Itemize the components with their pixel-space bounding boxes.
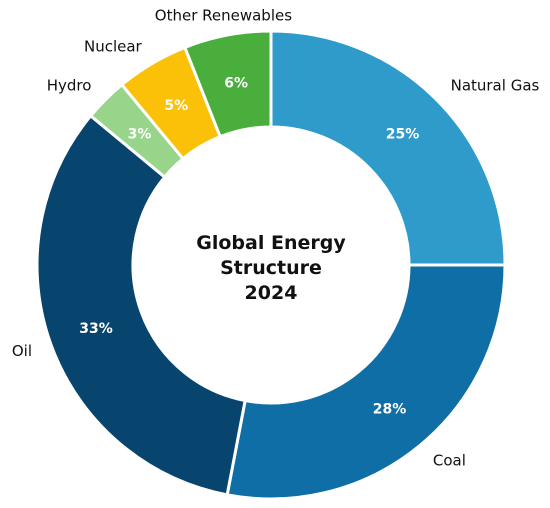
pct-label-hydro: 3% bbox=[128, 126, 152, 142]
category-labels: Natural Gas Coal Oil Hydro Nuclear Other Rene… bbox=[12, 6, 540, 469]
pct-label-oil: 33% bbox=[79, 321, 113, 337]
category-label-nuclear: Nuclear bbox=[84, 37, 143, 55]
slice-natural-gas bbox=[269, 29, 507, 267]
donut-slices bbox=[35, 29, 507, 501]
pct-label-nuclear: 5% bbox=[164, 98, 188, 114]
pct-label-other-renewables: 6% bbox=[224, 75, 248, 91]
pct-label-natural-gas: 25% bbox=[386, 126, 420, 142]
slice-coal bbox=[225, 263, 507, 501]
percent-labels: 25% 28% 33% 3% 5% 6% bbox=[79, 75, 419, 417]
pct-label-coal: 28% bbox=[373, 401, 407, 417]
chart-title-line-1: Global Energy bbox=[196, 232, 346, 254]
category-label-hydro: Hydro bbox=[47, 76, 92, 94]
slice-oil bbox=[35, 113, 247, 497]
category-label-coal: Coal bbox=[433, 452, 466, 470]
chart-title-line-3: 2024 bbox=[245, 282, 298, 304]
category-label-oil: Oil bbox=[12, 342, 32, 360]
category-label-natural-gas: Natural Gas bbox=[451, 76, 540, 94]
chart-title-line-2: Structure bbox=[220, 257, 322, 279]
slice-other-renewables bbox=[182, 29, 273, 139]
category-label-other-renewables: Other Renewables bbox=[155, 6, 292, 24]
